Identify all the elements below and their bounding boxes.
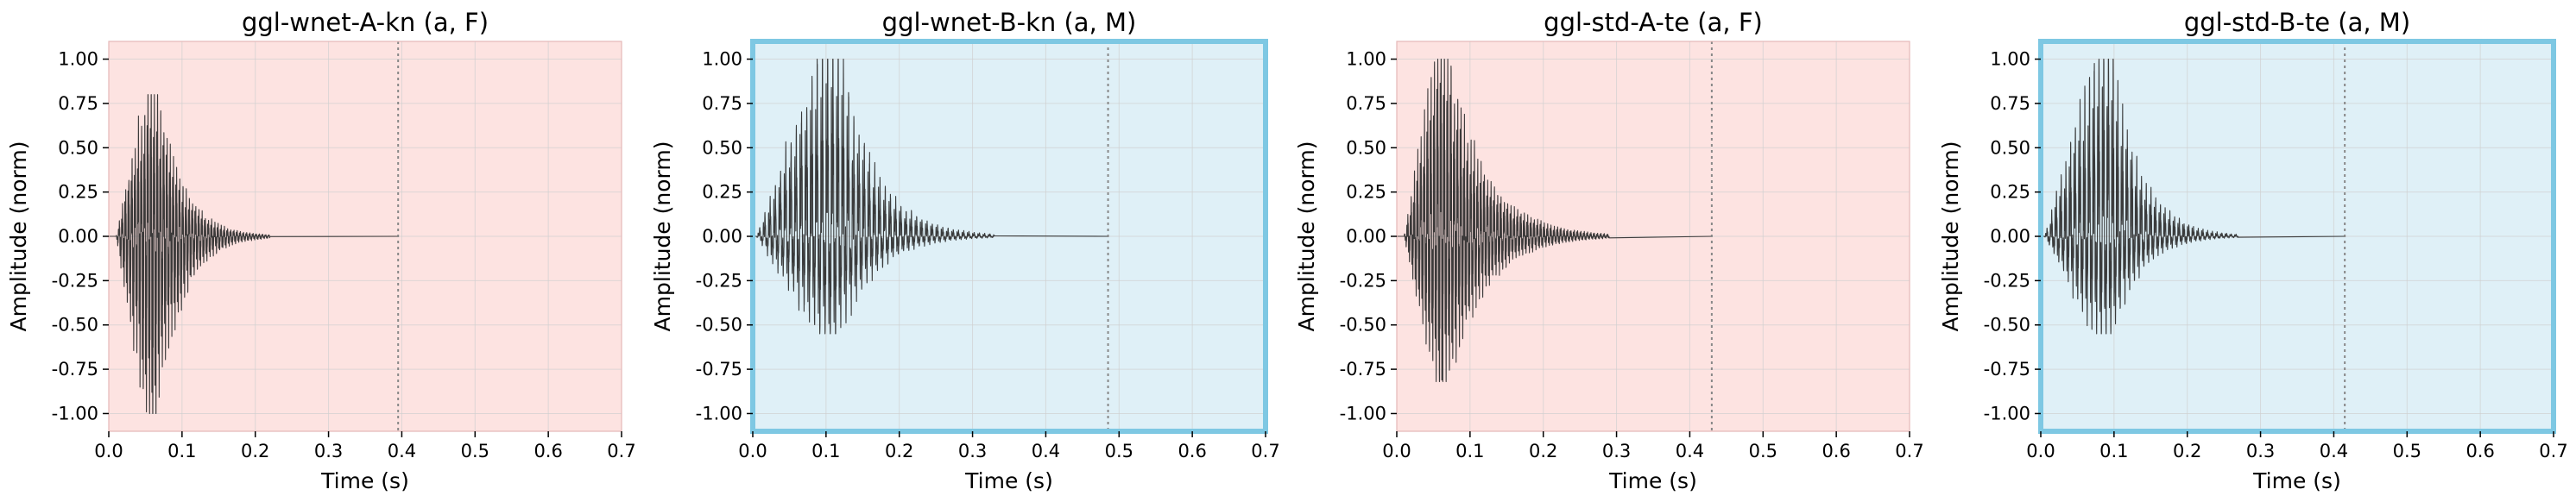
y-tick-label: 0.75: [1346, 93, 1386, 114]
x-tick-label: 0.5: [461, 441, 489, 461]
y-tick-label: -0.50: [52, 315, 98, 336]
x-axis-label: Time (s): [1608, 468, 1697, 493]
x-tick-label: 0.1: [1455, 441, 1484, 461]
chart-title: ggl-wnet-A-kn (a, F): [242, 8, 489, 37]
x-axis-label: Time (s): [320, 468, 409, 493]
x-tick-label: 0.2: [241, 441, 269, 461]
x-tick-label: 0.3: [1602, 441, 1631, 461]
y-tick-label: 1.00: [702, 49, 742, 70]
x-tick-label: 0.4: [1032, 441, 1060, 461]
y-tick-label: 0.00: [1990, 226, 2030, 247]
y-tick-label: -0.75: [52, 359, 98, 380]
x-tick-label: 0.0: [2026, 441, 2055, 461]
x-tick-label: 0.0: [738, 441, 767, 461]
x-tick-label: 0.0: [1382, 441, 1411, 461]
y-tick-label: -0.50: [1340, 315, 1386, 336]
x-tick-label: 0.1: [811, 441, 840, 461]
x-tick-label: 0.5: [1749, 441, 1777, 461]
x-axis-label: Time (s): [2252, 468, 2341, 493]
y-tick-label: 0.50: [1990, 137, 2030, 158]
y-tick-label: -0.50: [1984, 315, 2030, 336]
x-tick-label: 0.6: [534, 441, 562, 461]
y-tick-label: 0.75: [702, 93, 742, 114]
x-tick-label: 0.7: [607, 441, 635, 461]
x-axis-label: Time (s): [964, 468, 1053, 493]
x-tick-label: 0.7: [1251, 441, 1279, 461]
x-tick-label: 0.2: [2173, 441, 2201, 461]
y-axis-label: Amplitude (norm): [1294, 141, 1319, 332]
x-tick-label: 0.3: [314, 441, 343, 461]
y-tick-label: -1.00: [52, 403, 98, 424]
x-tick-label: 0.2: [1529, 441, 1557, 461]
y-tick-label: 1.00: [1990, 49, 2030, 70]
y-tick-label: -0.50: [696, 315, 742, 336]
chart-title: ggl-wnet-B-kn (a, M): [882, 8, 1137, 37]
y-tick-label: -1.00: [1340, 403, 1386, 424]
y-tick-label: -0.75: [1340, 359, 1386, 380]
chart-title: ggl-std-B-te (a, M): [2184, 8, 2410, 37]
x-tick-label: 0.1: [167, 441, 196, 461]
subplot-2: 0.0 0.1 0.2 0.3 0.4 0.5 0.6 0.7 1.00 0.75 0.50 0.25…: [650, 8, 1280, 493]
x-tick-label: 0.4: [388, 441, 416, 461]
waveform-line: [1396, 59, 1712, 383]
y-tick-label: 0.75: [1990, 93, 2030, 114]
x-tick-label: 0.7: [2539, 441, 2567, 461]
y-tick-label: -0.25: [1984, 270, 2030, 291]
waveform-line: [2040, 59, 2346, 335]
y-axis-label: Amplitude (norm): [650, 141, 675, 332]
subplot-3: 0.0 0.1 0.2 0.3 0.4 0.5 0.6 0.7 1.00 0.75 0.50 0.25…: [1294, 8, 1924, 493]
x-tick-label: 0.4: [1676, 441, 1704, 461]
y-tick-label: 0.75: [58, 93, 98, 114]
x-tick-label: 0.1: [2099, 441, 2128, 461]
y-tick-label: 0.50: [702, 137, 742, 158]
x-tick-label: 0.2: [885, 441, 913, 461]
y-tick-label: -1.00: [1984, 403, 2030, 424]
chart-title: ggl-std-A-te (a, F): [1544, 8, 1763, 37]
x-tick-label: 0.6: [2466, 441, 2494, 461]
y-tick-label: 0.50: [58, 137, 98, 158]
y-tick-label: -0.25: [52, 270, 98, 291]
subplot-4: 0.0 0.1 0.2 0.3 0.4 0.5 0.6 0.7 1.00 0.75 0.50 0.25…: [1938, 8, 2568, 493]
x-tick-label: 0.4: [2320, 441, 2348, 461]
x-tick-label: 0.3: [2246, 441, 2275, 461]
y-tick-label: -1.00: [696, 403, 742, 424]
y-tick-label: 1.00: [1346, 49, 1386, 70]
y-tick-label: 0.25: [1346, 182, 1386, 203]
y-tick-label: -0.25: [696, 270, 742, 291]
y-tick-label: 0.50: [1346, 137, 1386, 158]
x-tick-label: 0.5: [1105, 441, 1133, 461]
x-tick-label: 0.7: [1895, 441, 1923, 461]
y-axis-label: Amplitude (norm): [6, 141, 31, 332]
y-tick-label: 0.25: [1990, 182, 2030, 203]
y-tick-label: 0.00: [702, 226, 742, 247]
waveform-line: [752, 59, 1108, 335]
subplot-1: 0.0 0.1 0.2 0.3 0.4 0.5 0.6 0.7 1.00 0.75 0.50 0.25…: [6, 8, 636, 493]
waveform-line: [108, 94, 399, 415]
y-tick-label: -0.75: [1984, 359, 2030, 380]
x-tick-label: 0.5: [2393, 441, 2421, 461]
y-tick-label: 0.25: [702, 182, 742, 203]
y-axis-label: Amplitude (norm): [1938, 141, 1963, 332]
x-tick-label: 0.0: [94, 441, 123, 461]
y-tick-label: 1.00: [58, 49, 98, 70]
y-tick-label: -0.25: [1340, 270, 1386, 291]
x-tick-label: 0.6: [1178, 441, 1206, 461]
x-tick-label: 0.3: [958, 441, 987, 461]
y-tick-label: -0.75: [696, 359, 742, 380]
x-tick-label: 0.6: [1822, 441, 1850, 461]
y-tick-label: 0.00: [1346, 226, 1386, 247]
y-tick-label: 0.00: [58, 226, 98, 247]
y-tick-label: 0.25: [58, 182, 98, 203]
